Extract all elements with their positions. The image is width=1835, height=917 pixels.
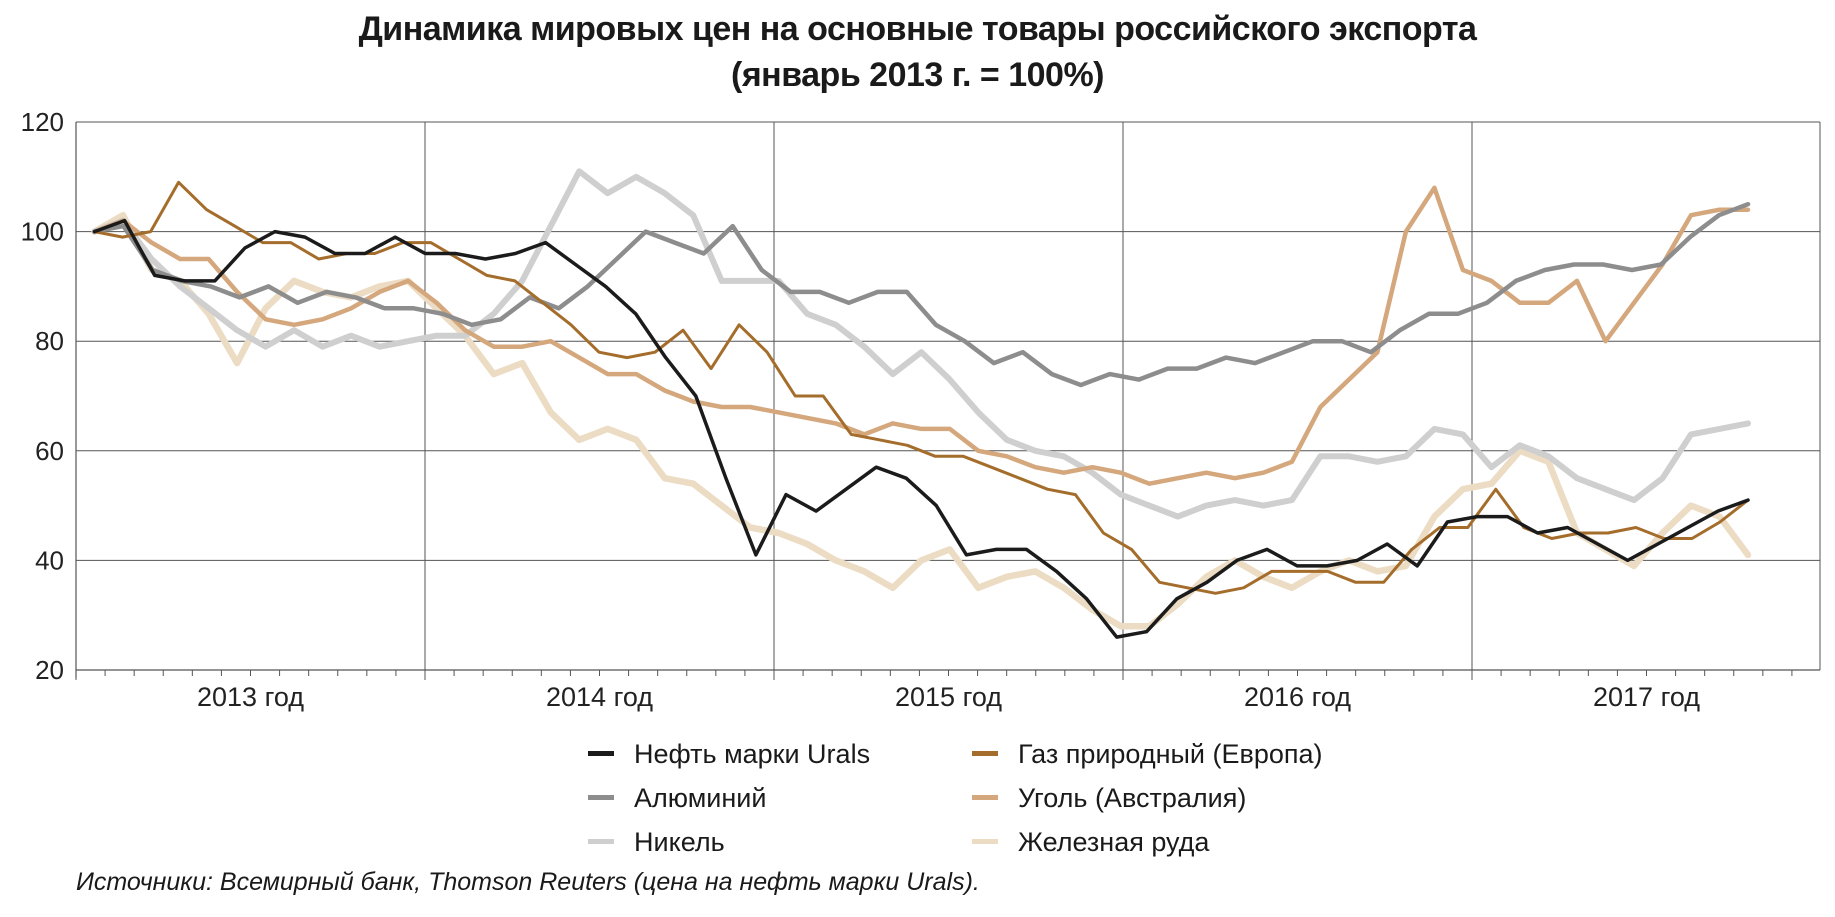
axis-layer: 20 40 60 80 100 120 2013 год 2014 год 2015 год 20…	[21, 107, 1793, 712]
chart-title: Динамика мировых цен на основные товары …	[358, 10, 1477, 48]
series-layer	[91, 168, 1752, 639]
y-tick-label: 40	[35, 545, 64, 575]
legend-label: Нефть марки Urals	[634, 739, 871, 769]
series-line-2	[93, 180, 1750, 595]
y-tick-label: 100	[21, 217, 64, 247]
legend-item: Никель	[588, 824, 725, 860]
series-line-4	[92, 185, 1751, 486]
legend-swatch	[588, 795, 614, 801]
legend-label: Газ природный (Европа)	[1018, 739, 1323, 769]
legend-item: Уголь (Австралия)	[972, 780, 1246, 816]
source-note: Источники: Всемирный банк, Thomson Reute…	[76, 868, 980, 896]
legend-label: Никель	[634, 827, 725, 857]
x-period-label: 2015 год	[895, 682, 1002, 712]
grid-layer	[75, 121, 1821, 678]
legend-swatch	[588, 839, 614, 845]
legend-label: Железная руда	[1018, 827, 1210, 857]
series-line-1	[92, 218, 1750, 639]
x-period-label: 2013 год	[197, 682, 304, 712]
y-tick-label: 80	[35, 326, 64, 356]
chart-subtitle: (январь 2013 г. = 100%)	[731, 56, 1105, 94]
legend-swatch	[972, 839, 998, 845]
y-tick-label: 120	[21, 107, 64, 137]
legend-item: Нефть марки Urals	[588, 736, 870, 772]
x-period-label: 2017 год	[1593, 682, 1700, 712]
series-line-3	[92, 201, 1751, 388]
series-line-5	[91, 168, 1751, 520]
legend-item: Алюминий	[588, 780, 766, 816]
legend-item: Железная руда	[972, 824, 1209, 860]
y-tick-label: 20	[35, 655, 64, 685]
x-period-label: 2014 год	[546, 682, 653, 712]
y-tick-label: 60	[35, 436, 64, 466]
legend-item: Газ природный (Европа)	[972, 736, 1323, 772]
series-line-6	[91, 211, 1752, 630]
legend-label: Алюминий	[634, 783, 767, 813]
legend-swatch	[588, 751, 614, 757]
legend-swatch	[972, 795, 998, 801]
x-period-label: 2016 год	[1244, 682, 1351, 712]
legend-swatch	[972, 751, 998, 757]
legend-label: Уголь (Австралия)	[1018, 783, 1247, 813]
